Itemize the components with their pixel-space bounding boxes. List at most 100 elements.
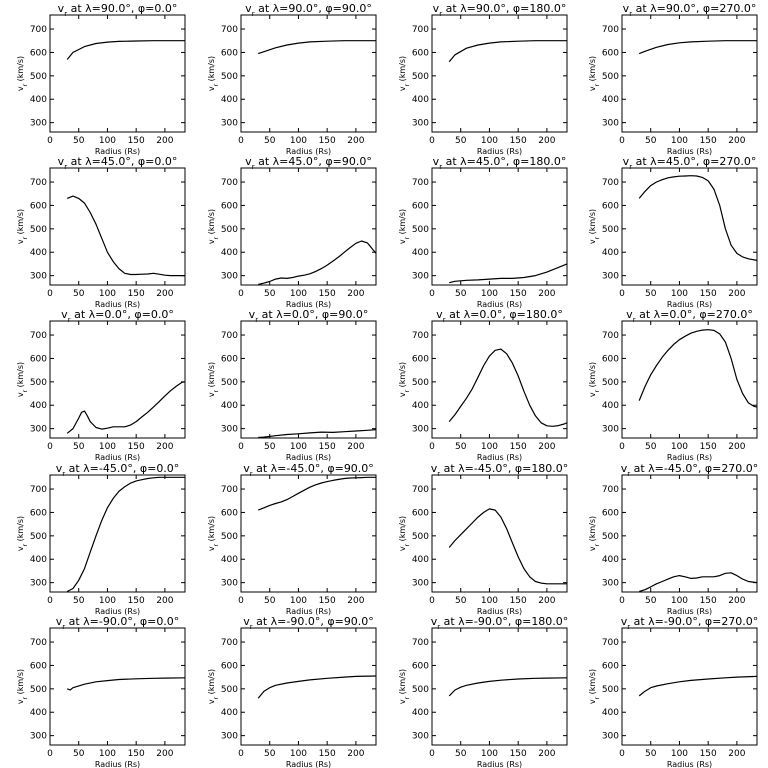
x-tick-label: 50	[73, 442, 85, 452]
x-tick-label: 150	[128, 749, 145, 759]
x-tick-label: 100	[99, 136, 116, 146]
panel-12: vr at λ=0.0°, φ=270.0°0 50 100 150 200300400…	[588, 308, 758, 462]
y-label-var: v	[207, 392, 216, 397]
x-tick-label: 0	[238, 442, 244, 452]
y-tick-label: 400	[30, 555, 47, 565]
panel-6: vr at λ=45.0°, φ=90.0°0 50 100 150 200300400…	[207, 155, 377, 309]
title-var-sub: r	[252, 10, 255, 18]
x-tick-label: 100	[99, 749, 116, 759]
title-sep: , φ=	[508, 462, 531, 475]
x-axis-label: Radius (Rs)	[95, 147, 140, 156]
title-phi: 90.0°	[342, 2, 372, 15]
title-lambda: -45.0°	[474, 462, 508, 475]
title-at: at λ=	[255, 2, 289, 15]
y-tick-label: 300	[412, 732, 429, 742]
y-tick-label: 700	[602, 178, 619, 188]
x-tick-label: 50	[73, 596, 85, 606]
y-tick-label: 600	[412, 661, 429, 671]
panel-3: vr at λ=90.0°, φ=180.0°0 50 100 150 20030040…	[398, 2, 568, 156]
series-line	[66, 476, 185, 593]
title-var: v	[433, 2, 440, 15]
panel-title: vr at λ=90.0°, φ=270.0°	[623, 2, 757, 18]
x-tick-label: 200	[728, 596, 745, 606]
title-lambda: -90.0°	[474, 615, 508, 628]
x-tick-label: 150	[700, 596, 717, 606]
panel-1: vr at λ=90.0°, φ=0.0°0 50 100 150 2003004005…	[16, 2, 186, 156]
x-tick-label: 200	[156, 289, 173, 299]
y-tick-label: 600	[221, 508, 238, 518]
y-label-sub: r	[22, 696, 29, 699]
title-var-sub: r	[437, 470, 440, 478]
x-tick-label: 50	[645, 749, 657, 759]
x-axis-label: Radius (Rs)	[286, 453, 331, 462]
title-phi: 180.0°	[526, 308, 563, 321]
x-tick-label: 50	[455, 136, 467, 146]
title-phi: 180.0°	[531, 462, 568, 475]
plot-frame	[621, 320, 758, 439]
x-tick-label: 50	[645, 289, 657, 299]
series-line	[258, 40, 376, 55]
x-tick-label: 150	[128, 136, 145, 146]
y-tick-label: 500	[602, 72, 619, 82]
y-tick-label: 700	[602, 331, 619, 341]
title-phi: 90.0°	[338, 308, 368, 321]
y-label-sub: r	[22, 389, 29, 392]
panel-title: vr at λ=-45.0°, φ=90.0°	[243, 462, 374, 478]
y-axis-label: vr (km/s)	[16, 209, 29, 244]
x-tick-label: 0	[429, 289, 435, 299]
x-tick-label: 0	[619, 136, 625, 146]
y-tick-label: 600	[602, 201, 619, 211]
title-var: v	[436, 308, 443, 321]
y-tick-label: 300	[221, 732, 238, 742]
panel-5: vr at λ=45.0°, φ=0.0°0 50 100 150 2003004005…	[16, 155, 186, 309]
title-sep: , φ=	[320, 462, 343, 475]
y-label-sub: r	[213, 83, 220, 86]
title-sep: , φ=	[320, 615, 343, 628]
y-axis-label: vr (km/s)	[16, 362, 29, 397]
x-tick-label: 150	[700, 289, 717, 299]
y-label-var: v	[16, 392, 25, 397]
y-tick-label: 700	[30, 25, 47, 35]
y-axis-label: vr (km/s)	[588, 362, 601, 397]
x-tick-label: 200	[538, 442, 555, 452]
title-lambda: 0.0°	[104, 308, 127, 321]
title-var: v	[433, 155, 440, 168]
series-line	[257, 675, 377, 699]
y-label-sub: r	[404, 83, 411, 86]
title-var: v	[56, 615, 63, 628]
panel-title: vr at λ=0.0°, φ=270.0°	[626, 308, 753, 324]
title-at: at λ=	[440, 615, 474, 628]
panel-title: vr at λ=90.0°, φ=90.0°	[245, 2, 372, 18]
x-tick-label: 50	[645, 136, 657, 146]
x-tick-label: 200	[347, 749, 364, 759]
y-tick-label: 400	[412, 555, 429, 565]
x-tick-label: 100	[99, 289, 116, 299]
y-tick-label: 600	[412, 354, 429, 364]
title-var-sub: r	[62, 623, 65, 631]
x-tick-label: 50	[455, 596, 467, 606]
title-lambda: 45.0°	[666, 155, 696, 168]
y-tick-label: 700	[412, 638, 429, 648]
y-label-sub: r	[594, 543, 601, 546]
y-tick-label: 600	[412, 508, 429, 518]
series-line	[66, 381, 186, 434]
x-tick-label: 100	[481, 289, 498, 299]
x-tick-label: 0	[429, 136, 435, 146]
y-tick-label: 400	[30, 248, 47, 258]
x-tick-label: 50	[455, 289, 467, 299]
y-axis-label: vr (km/s)	[588, 516, 601, 551]
y-axis-label: vr (km/s)	[398, 362, 411, 397]
title-var: v	[58, 155, 65, 168]
y-tick-label: 300	[221, 425, 238, 435]
y-tick-label: 400	[602, 248, 619, 258]
title-phi: 180.0°	[529, 2, 566, 15]
y-axis-label: vr (km/s)	[207, 362, 220, 397]
y-label-sub: r	[22, 83, 29, 86]
y-tick-label: 600	[412, 48, 429, 58]
y-label-units: (km/s)	[207, 516, 216, 544]
y-label-units: (km/s)	[588, 516, 597, 544]
y-tick-label: 400	[602, 555, 619, 565]
title-at: at λ=	[442, 2, 476, 15]
y-tick-label: 600	[602, 354, 619, 364]
